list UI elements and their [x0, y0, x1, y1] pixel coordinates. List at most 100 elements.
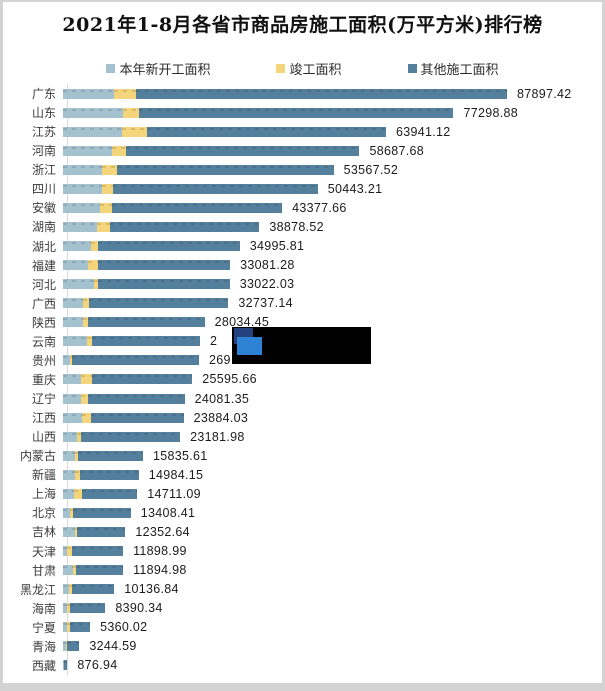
- legend-label: 竣工面积: [289, 63, 342, 78]
- chart-row: 陕西 28034.45: [5, 313, 602, 332]
- chart-row: 广西 32737.14: [5, 294, 602, 313]
- value-label: 43377.66: [292, 200, 347, 215]
- value-label: 3244.59: [89, 639, 137, 654]
- chart-row: 江苏 63941.12: [5, 122, 602, 141]
- segment-new-start: [63, 183, 102, 194]
- province-label: 贵州: [31, 353, 56, 368]
- value-label: 876.94: [77, 658, 118, 673]
- bar-track: 28034.45: [62, 315, 602, 329]
- segment-other: [69, 603, 106, 614]
- province-label: 河南: [31, 144, 56, 159]
- segment-new-start: [63, 241, 91, 251]
- segment-new-start: [63, 260, 88, 271]
- bar-track: 12352.64: [62, 525, 602, 539]
- segment-completed: [68, 584, 73, 595]
- province-label: 北京: [31, 506, 56, 521]
- segment-new-start: [63, 450, 75, 461]
- segment-completed: [83, 317, 89, 328]
- province-label: 新疆: [31, 468, 56, 483]
- stacked-bar: [63, 374, 193, 385]
- stacked-bar: [63, 641, 80, 652]
- segment-other: [98, 241, 240, 251]
- chart-row: 云南 2: [5, 332, 602, 351]
- segment-other: [135, 88, 508, 99]
- bar-track: 10136.84: [62, 582, 602, 596]
- chart-row: 青海 3244.59: [5, 637, 602, 656]
- segment-new-start: [63, 374, 82, 385]
- segment-new-start: [63, 546, 68, 556]
- value-label: 14984.15: [148, 467, 204, 482]
- bar-track: 8390.34: [62, 601, 602, 616]
- value-label: 87897.42: [517, 86, 572, 101]
- chart-row: 湖北 34995.81: [5, 237, 602, 256]
- chart-row: 四川 50443.21: [5, 179, 602, 198]
- segment-completed: [70, 355, 73, 366]
- segment-new-start: [63, 107, 123, 118]
- chart-row: 福建 33081.28: [5, 256, 602, 275]
- province-label: 西藏: [31, 658, 56, 673]
- segment-completed: [86, 336, 92, 347]
- segment-new-start: [63, 488, 74, 499]
- segment-other: [71, 546, 124, 556]
- chart-row: 河北 33022.03: [5, 275, 602, 294]
- segment-completed: [101, 183, 114, 194]
- stacked-bar: [63, 241, 240, 251]
- segment-completed: [111, 145, 126, 156]
- chart-row: 宁夏 5360.02: [5, 618, 602, 637]
- segment-completed: [99, 202, 112, 213]
- value-label: 33081.28: [240, 258, 295, 273]
- segment-completed: [83, 298, 89, 309]
- province-label: 广东: [31, 87, 56, 101]
- segment-other: [98, 260, 231, 271]
- segment-completed: [122, 126, 147, 137]
- segment-new-start: [63, 164, 102, 175]
- value-label: 53567.52: [343, 162, 399, 177]
- province-label: 江苏: [31, 125, 56, 140]
- province-label: 天津: [31, 544, 56, 559]
- bar-track: 15835.61: [62, 448, 602, 463]
- segment-other: [113, 183, 318, 194]
- bar-track: 33022.03: [62, 277, 602, 291]
- value-label: 58687.68: [369, 143, 424, 158]
- province-label: 山东: [31, 106, 56, 121]
- stacked-bar: [63, 507, 131, 518]
- segment-other: [87, 393, 185, 404]
- bar-track: 11898.99: [62, 544, 602, 558]
- province-label: 湖北: [31, 239, 56, 254]
- chart-row: 山东 77298.88: [5, 103, 602, 122]
- segment-new-start: [63, 88, 115, 99]
- chart-row: 黑龙江 10136.84: [5, 580, 602, 599]
- segment-new-start: [63, 317, 84, 328]
- value-label: 15835.61: [152, 448, 208, 463]
- stacked-bar: [63, 260, 231, 271]
- chart-row: 北京 13408.41: [5, 503, 602, 522]
- value-label: 2: [209, 334, 218, 349]
- stacked-bar: [63, 660, 68, 671]
- value-label: 5360.02: [100, 620, 148, 635]
- value-label: 24081.35: [194, 391, 250, 406]
- segment-new-start: [63, 660, 64, 671]
- legend-swatch-icon: [106, 64, 116, 73]
- value-label: 8390.34: [115, 601, 163, 616]
- stacked-bar: [63, 584, 115, 595]
- stacked-bar: [63, 450, 144, 461]
- province-label: 海南: [31, 601, 56, 616]
- segment-other: [72, 507, 131, 518]
- bar-track: 11894.98: [62, 563, 602, 577]
- segment-new-start: [63, 355, 71, 366]
- value-label: 32737.14: [238, 296, 293, 311]
- segment-other: [90, 412, 184, 423]
- bar-track: 876.94: [62, 658, 602, 673]
- province-label: 重庆: [31, 372, 56, 387]
- stacked-bar: [63, 298, 229, 309]
- segment-other: [98, 279, 230, 290]
- segment-new-start: [63, 431, 78, 442]
- segment-other: [72, 355, 199, 366]
- legend-label: 其他施工面积: [420, 63, 499, 78]
- segment-other: [91, 374, 193, 385]
- segment-other: [109, 221, 260, 232]
- segment-completed: [67, 622, 71, 633]
- chart-row: 吉林 12352.64: [5, 522, 602, 541]
- segment-other: [63, 660, 68, 671]
- segment-new-start: [63, 126, 123, 137]
